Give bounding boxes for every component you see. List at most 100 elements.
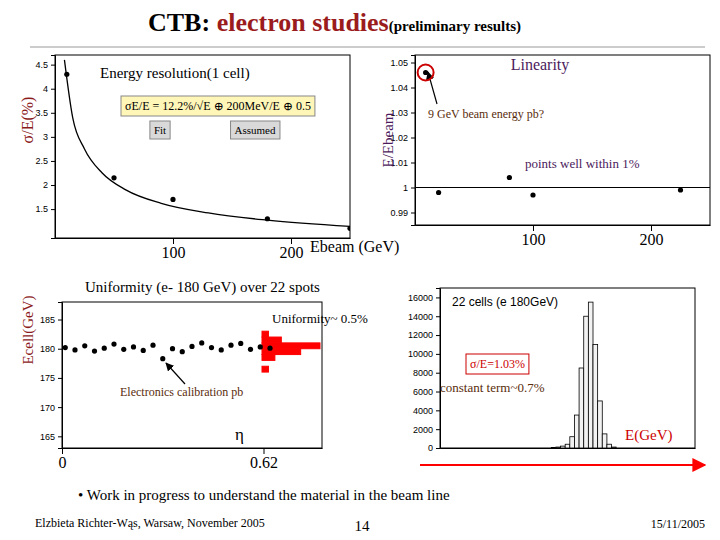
y-tick-label: 12000 <box>408 330 433 340</box>
x-tick-mark <box>533 225 534 231</box>
x-tick-mark <box>173 238 174 244</box>
y-tick-mark <box>58 378 62 379</box>
y-tick: 1 <box>403 183 415 193</box>
reference-line <box>415 187 710 188</box>
annotation-box <box>150 121 170 139</box>
x-tick-label: 100 <box>162 244 186 261</box>
title-rule <box>30 47 705 48</box>
y-tick: 0.99 <box>390 208 415 218</box>
footer-note: • Work in progress to understand the mat… <box>78 487 450 503</box>
data-point <box>72 347 77 352</box>
y-tick-label: 4 <box>43 84 48 94</box>
annotation: 9 GeV beam energy pb? <box>428 107 544 121</box>
fit-line <box>64 60 350 227</box>
histogram-bar <box>584 316 589 448</box>
y-tick: 1.05 <box>390 58 415 68</box>
y-tick-mark <box>436 410 440 411</box>
annotation-box <box>466 354 529 374</box>
annotations: 9 GeV beam energy pb?points well within … <box>428 107 640 171</box>
y-tick-mark <box>411 113 415 114</box>
y-tick: 185 <box>40 315 62 325</box>
y-tick-mark <box>436 297 440 298</box>
x-axis: 00.62 <box>59 448 323 471</box>
slide-title: CTB: electron studies(preliminary result… <box>148 8 521 37</box>
histogram-bar <box>551 447 556 448</box>
y-tick: 180 <box>40 344 62 354</box>
x-axis-title: E(GeV) <box>625 427 672 444</box>
histogram-bar <box>565 444 570 448</box>
x-tick: 100 <box>522 225 546 248</box>
x-tick-mark <box>651 225 652 231</box>
arrow <box>166 363 185 384</box>
annotation: Fit <box>154 124 166 136</box>
x-axis-title: Ebeam (GeV) <box>310 238 399 256</box>
y-axis: 165170175180185 <box>40 303 63 449</box>
y-tick-label: 2 <box>43 180 48 190</box>
y-axis-line <box>51 56 56 239</box>
annotations: Uniformity~ 0.5%Electronics calibration … <box>120 311 368 399</box>
title-sub: (preliminary results) <box>389 18 521 35</box>
y-tick-label: 1 <box>403 183 408 193</box>
y-tick-label: 6000 <box>413 387 433 397</box>
y-tick: 2000 <box>413 425 440 435</box>
y-axis-line <box>411 56 416 226</box>
y-tick-mark <box>58 349 62 350</box>
x-axis-line <box>56 238 351 239</box>
data-point <box>436 190 441 195</box>
y-tick: 8000 <box>413 368 440 378</box>
x-tick-label: 0 <box>59 454 67 471</box>
y-tick: 2 <box>43 180 55 190</box>
projection-bar <box>262 355 275 361</box>
data-point <box>92 348 97 353</box>
histogram-bar <box>579 368 584 448</box>
y-tick: 165 <box>40 432 62 442</box>
y-tick-mark <box>411 188 415 189</box>
y-tick-mark <box>58 320 62 321</box>
x-axis-line <box>63 448 323 449</box>
y-tick: 4.5 <box>35 60 55 70</box>
y-axis-title: E/Ebeam <box>380 112 396 167</box>
data-point <box>219 347 224 352</box>
y-axis-line <box>436 289 441 449</box>
x-tick-label: 0.62 <box>250 454 278 471</box>
data-point <box>248 347 253 352</box>
y-tick-mark <box>411 138 415 139</box>
y-tick-mark <box>436 316 440 317</box>
data-point <box>423 70 428 75</box>
y-axis: 0200040006000800010000120001400016000 <box>408 289 441 454</box>
marks <box>63 331 320 372</box>
x-axis: 100 200 <box>56 238 351 261</box>
data-point <box>141 348 146 353</box>
data-point <box>121 347 126 352</box>
data-point <box>63 345 68 350</box>
projection-bar <box>262 360 263 366</box>
projection-bar <box>262 349 301 355</box>
annotation: σE/E = 12.2%/√E ⊕ 200MeV/E ⊕ 0.5 <box>125 99 311 113</box>
y-tick-label: 3.5 <box>35 108 48 118</box>
y-tick-label: 1.04 <box>390 83 408 93</box>
y-tick-mark <box>51 137 55 138</box>
y-tick-mark <box>58 407 62 408</box>
x-tick: 200 <box>280 238 304 261</box>
y-tick-label: 16000 <box>408 293 433 303</box>
marks <box>551 302 616 448</box>
y-tick-label: 2000 <box>413 425 433 435</box>
title-main: CTB: <box>148 8 217 37</box>
chart: 1002000.9911.011.021.031.041.05Linearity… <box>380 55 711 248</box>
x-axis-line <box>416 225 711 226</box>
chart: 1002001.522.533.544.5Energy resolution(1… <box>19 55 399 261</box>
y-tick: 6000 <box>413 387 440 397</box>
chart: 00.62165170175180185Uniformity (e- 180 G… <box>20 279 368 471</box>
marks <box>415 70 710 198</box>
annotation: Electronics calibration pb <box>120 385 243 399</box>
y-tick-mark <box>58 436 62 437</box>
y-tick-mark <box>51 89 55 90</box>
y-tick-mark <box>436 373 440 374</box>
x-tick: 0.62 <box>250 448 278 471</box>
y-tick-label: 3 <box>43 132 48 142</box>
plot-frame <box>415 55 710 225</box>
plot-frame <box>440 288 695 448</box>
y-axis-title: Ecell(GeV) <box>20 295 37 364</box>
y-tick-label: 14000 <box>408 312 433 322</box>
y-tick-mark <box>51 161 55 162</box>
